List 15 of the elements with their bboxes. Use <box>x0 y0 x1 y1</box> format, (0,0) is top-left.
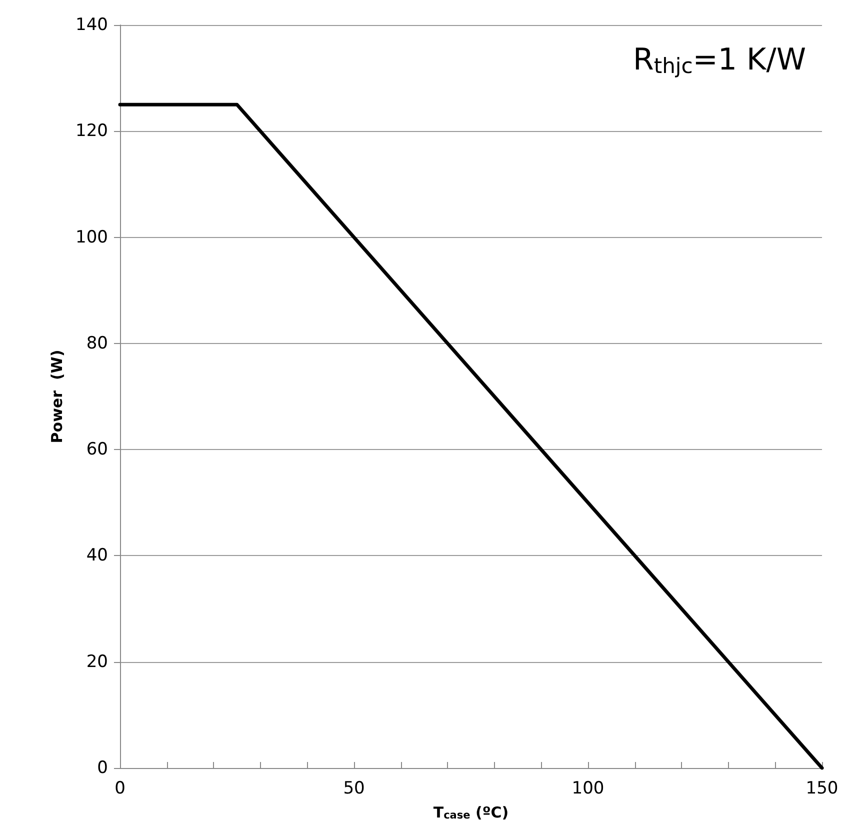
x-tick-label: 0 <box>114 778 126 798</box>
y-tick-label: 120 <box>76 121 108 142</box>
x-axis-title: Tcase (ºC) <box>433 804 509 822</box>
y-tick-label: 20 <box>86 652 108 672</box>
x-tick-label: 150 <box>806 778 838 798</box>
y-tick-label: 40 <box>86 546 108 566</box>
x-tick-label: 50 <box>343 778 365 798</box>
y-tick-label: 60 <box>86 440 108 460</box>
y-tick-label: 0 <box>97 758 108 778</box>
y-tick-label: 100 <box>76 227 108 248</box>
y-tick-label: 140 <box>76 15 108 35</box>
y-axis-title: Power (W) <box>48 350 66 444</box>
y-tick-label: 80 <box>86 333 108 354</box>
annotation: Rthjc=1 K/W <box>633 42 806 78</box>
x-tick-label: 100 <box>572 778 604 798</box>
